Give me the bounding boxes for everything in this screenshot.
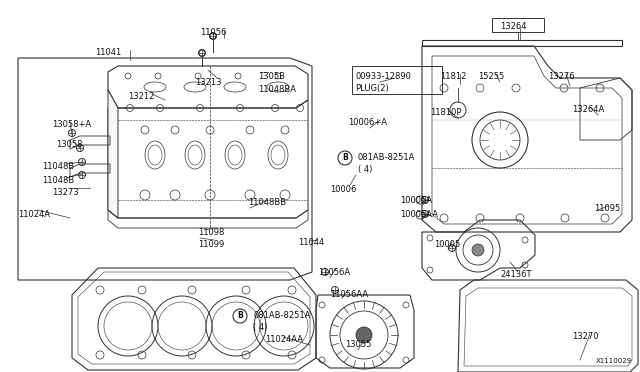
Text: 10006+A: 10006+A (348, 118, 387, 127)
Text: 00933-12890: 00933-12890 (355, 72, 411, 81)
Text: 13273: 13273 (52, 188, 79, 197)
Text: 10005AA: 10005AA (400, 210, 438, 219)
Text: 13213: 13213 (195, 78, 221, 87)
Text: 11048BA: 11048BA (258, 85, 296, 94)
Text: 11048BB: 11048BB (248, 198, 286, 207)
Text: B: B (342, 154, 348, 163)
Text: X1110029: X1110029 (596, 358, 632, 364)
Circle shape (472, 244, 484, 256)
Text: 081AB-8251A: 081AB-8251A (358, 153, 415, 162)
Circle shape (356, 327, 372, 343)
Text: 13276: 13276 (548, 72, 575, 81)
Text: 10005A: 10005A (400, 196, 432, 205)
Text: 11099: 11099 (198, 240, 224, 249)
Bar (422, 40, 622, 46)
Text: 13270: 13270 (572, 332, 598, 341)
Text: 13058: 13058 (56, 140, 83, 149)
Text: PLUG(2): PLUG(2) (355, 84, 388, 93)
Text: B: B (237, 311, 243, 321)
Text: 11041: 11041 (95, 48, 121, 57)
Bar (492, 18, 544, 32)
Text: 24136T: 24136T (500, 270, 531, 279)
Text: 11048B: 11048B (42, 162, 74, 171)
Text: 11812: 11812 (440, 72, 467, 81)
Text: 11048B: 11048B (42, 176, 74, 185)
Text: 11044: 11044 (298, 238, 324, 247)
Text: 11024AA: 11024AA (265, 335, 303, 344)
Text: 13264A: 13264A (572, 105, 604, 114)
Text: 13058+A: 13058+A (52, 120, 91, 129)
Text: 11095: 11095 (594, 204, 620, 213)
Text: 13264: 13264 (500, 22, 527, 31)
Text: 15255: 15255 (478, 72, 504, 81)
Text: 10005: 10005 (434, 240, 460, 249)
Text: ( 4): ( 4) (358, 165, 372, 174)
Text: 13212: 13212 (128, 92, 154, 101)
Text: 11056AA: 11056AA (330, 290, 368, 299)
Text: 11056A: 11056A (318, 268, 350, 277)
Polygon shape (108, 90, 118, 218)
Text: 11810P: 11810P (430, 108, 461, 117)
Bar (352, 66, 442, 94)
Text: 11024A: 11024A (18, 210, 50, 219)
Text: 1305B: 1305B (258, 72, 285, 81)
Text: 11056: 11056 (200, 28, 227, 37)
Text: 11098: 11098 (198, 228, 225, 237)
Text: ( 4): ( 4) (253, 323, 268, 332)
Text: 10006: 10006 (330, 185, 356, 194)
Text: 081AB-8251A: 081AB-8251A (253, 311, 310, 320)
Text: 13055: 13055 (345, 340, 371, 349)
